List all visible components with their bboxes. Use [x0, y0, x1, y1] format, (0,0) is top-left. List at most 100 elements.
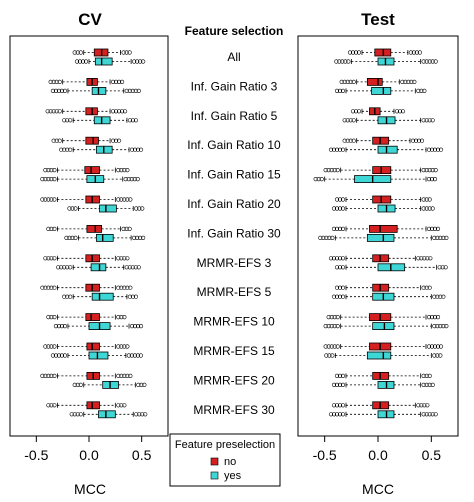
outlier — [46, 226, 51, 231]
outlier — [348, 118, 353, 123]
outlier — [321, 235, 326, 240]
box-no — [86, 401, 100, 410]
outlier — [327, 353, 332, 358]
outlier — [335, 324, 340, 329]
outlier — [62, 118, 67, 123]
outlier — [132, 147, 138, 152]
outlier — [49, 315, 54, 320]
outlier — [53, 353, 59, 358]
outlier — [124, 88, 129, 93]
legend-swatch-no — [210, 457, 219, 466]
outlier — [421, 285, 426, 290]
outlier — [340, 256, 346, 261]
outlier — [127, 265, 132, 270]
outlier — [116, 138, 122, 143]
outlier — [316, 177, 321, 182]
outlier — [427, 118, 432, 123]
legend-box — [169, 433, 281, 487]
outlier — [50, 88, 56, 93]
category-label: MRMR-EFS 30 — [193, 403, 275, 417]
outlier — [140, 206, 145, 211]
category-label: Inf. Gain Ratio 30 — [187, 226, 281, 240]
outlier — [77, 59, 83, 64]
outlier — [135, 235, 140, 240]
outlier — [68, 147, 73, 152]
outlier — [52, 256, 57, 261]
outlier — [119, 285, 124, 290]
category-label: All — [227, 50, 240, 64]
outlier — [422, 403, 427, 408]
outlier — [331, 294, 337, 299]
outlier — [334, 412, 340, 417]
outlier — [424, 285, 429, 290]
outlier — [113, 79, 119, 84]
outlier — [413, 138, 419, 143]
outlier — [342, 118, 347, 123]
outlier — [327, 235, 332, 240]
outlier — [132, 235, 137, 240]
box-no — [366, 78, 383, 86]
outlier — [331, 147, 337, 152]
outlier — [313, 177, 318, 182]
outlier — [124, 226, 129, 231]
outlier — [419, 403, 424, 408]
outlier — [113, 138, 119, 143]
category-label: Inf. Gain Ratio 20 — [187, 197, 281, 211]
outlier — [123, 177, 128, 182]
outlier — [328, 147, 334, 152]
panel-left-xlabel: MCC — [74, 481, 106, 497]
outlier — [70, 235, 75, 240]
legend-swatch-yes — [210, 471, 219, 480]
outlier — [57, 109, 62, 114]
outlier — [49, 197, 54, 202]
outlier — [75, 412, 80, 417]
box-no — [86, 342, 100, 351]
outlier — [56, 324, 62, 329]
outlier — [116, 79, 122, 84]
outlier — [75, 382, 80, 388]
box-yes — [88, 351, 109, 360]
outlier — [331, 382, 337, 388]
outlier — [408, 50, 413, 55]
outlier — [54, 109, 59, 114]
outlier — [69, 412, 74, 417]
outlier — [424, 412, 429, 417]
outlier — [59, 353, 65, 358]
outlier — [438, 294, 443, 299]
box-yes — [372, 322, 395, 331]
outlier — [48, 79, 53, 84]
category-label: MRMR-EFS 20 — [193, 373, 275, 387]
outlier — [335, 315, 340, 320]
outlier — [54, 138, 59, 143]
outlier — [132, 177, 137, 182]
outlier — [68, 265, 73, 270]
x-tick-label: -0.5 — [24, 447, 48, 463]
outlier — [340, 265, 346, 270]
outlier — [70, 206, 75, 211]
outlier — [419, 138, 425, 143]
outlier — [124, 50, 129, 55]
outlier — [51, 138, 56, 143]
outlier — [337, 373, 343, 379]
outlier — [116, 373, 121, 379]
outlier — [334, 88, 340, 93]
outlier — [136, 88, 141, 93]
outlier — [40, 373, 45, 379]
outlier — [432, 147, 438, 152]
x-tick-label: 0.5 — [132, 447, 152, 463]
outlier — [140, 412, 145, 417]
outlier — [59, 88, 65, 93]
outlier — [337, 256, 343, 261]
outlier — [351, 118, 356, 123]
box-no — [84, 166, 100, 175]
outlier — [116, 168, 121, 173]
outlier — [400, 109, 406, 114]
outlier — [330, 235, 335, 240]
outlier — [116, 344, 121, 349]
outlier — [65, 118, 70, 123]
outlier — [49, 285, 54, 290]
outlier — [427, 412, 432, 417]
outlier — [433, 168, 438, 173]
outlier — [337, 285, 343, 290]
